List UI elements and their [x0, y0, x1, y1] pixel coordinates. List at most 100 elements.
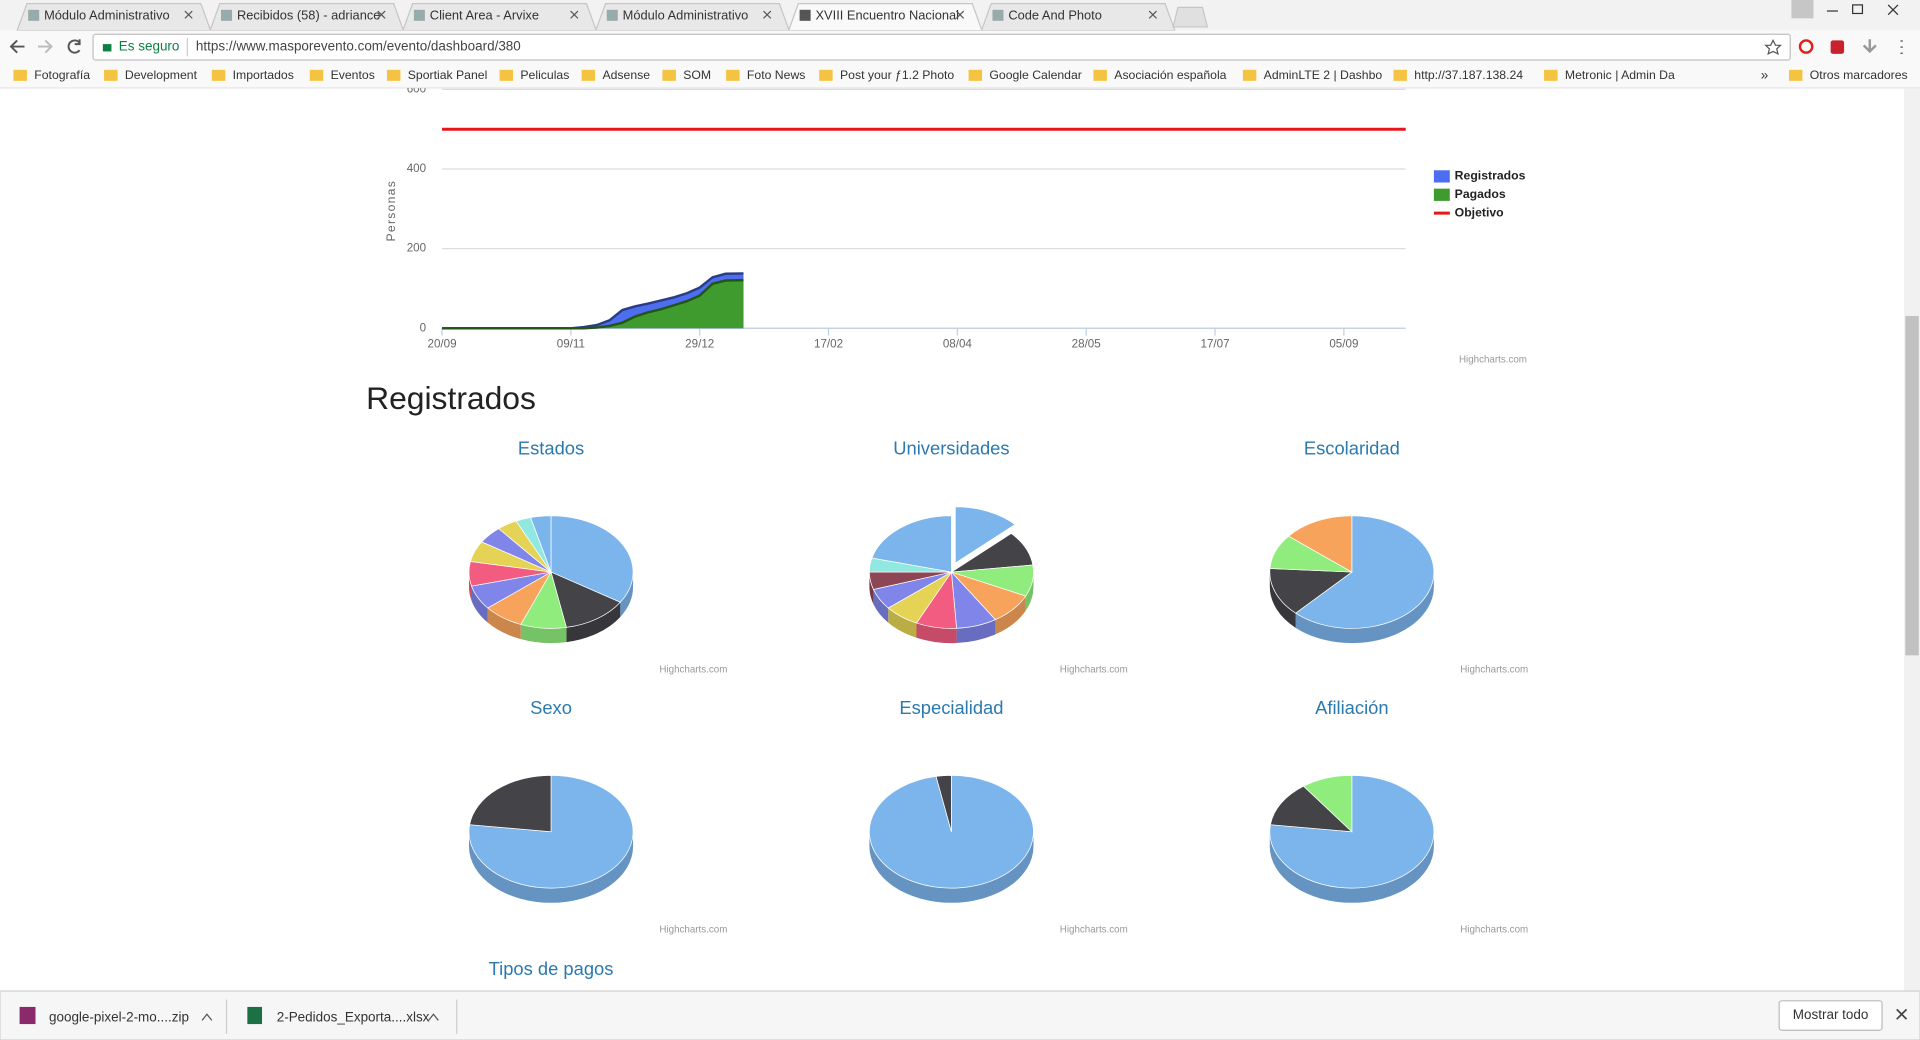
bookmark[interactable]: Importados — [233, 68, 294, 82]
back-button[interactable] — [9, 39, 25, 54]
pie-side — [471, 586, 488, 623]
legend-label[interactable]: Registrados — [1455, 169, 1526, 183]
show-all-label[interactable]: Mostrar todo — [1793, 1007, 1869, 1022]
bookmark[interactable]: Asociación española — [1114, 68, 1226, 82]
bookmark[interactable]: Adsense — [602, 68, 650, 82]
pie-side — [869, 831, 1034, 903]
bookmark-icon — [13, 69, 27, 81]
legend-symbol[interactable] — [1433, 170, 1450, 183]
tab-close[interactable] — [570, 10, 579, 19]
tab-close[interactable] — [377, 10, 386, 19]
bookmark[interactable]: http://37.187.138.24 — [1414, 68, 1523, 82]
close-download-bar[interactable] — [1896, 1008, 1908, 1020]
close-window[interactable] — [1887, 4, 1899, 16]
x-tick-label: 05/09 — [1329, 337, 1358, 350]
pie-side — [916, 623, 957, 644]
tab-title[interactable]: XVIII Encuentro Nacional — [816, 7, 959, 22]
bookmark[interactable]: AdminLTE 2 | Dashbo — [1264, 68, 1383, 82]
bookmark[interactable]: Google Calendar — [989, 68, 1081, 82]
chart-title: Universidades — [893, 437, 1009, 458]
pie-side — [956, 619, 996, 643]
bookmark[interactable]: Fotografía — [34, 68, 90, 82]
profile-button[interactable] — [1791, 0, 1814, 19]
tab-title[interactable]: Code And Photo — [1008, 7, 1102, 22]
tab-title[interactable]: Client Area - Arvixe — [430, 7, 539, 22]
y-tick-label: 400 — [407, 162, 427, 175]
download-menu[interactable] — [201, 1013, 213, 1021]
tab-close[interactable] — [184, 10, 193, 19]
bookmark-star[interactable] — [1764, 39, 1782, 56]
pie-side — [487, 607, 521, 640]
pie-slice[interactable] — [1287, 515, 1353, 573]
pie-slice[interactable] — [530, 515, 552, 573]
y-tick-label: 200 — [407, 242, 427, 255]
download-bar — [0, 990, 1920, 1040]
pie-side — [995, 596, 1026, 635]
tab-favicon — [799, 9, 811, 21]
other-bookmarks[interactable]: Otros marcadores — [1810, 68, 1908, 82]
new-tab-button[interactable] — [1172, 6, 1209, 28]
pie-slice[interactable] — [954, 506, 1016, 564]
pie-slice[interactable] — [871, 515, 952, 573]
security-label: Es seguro — [119, 39, 180, 54]
extension-download[interactable] — [1862, 39, 1877, 54]
pie-slice[interactable] — [1269, 568, 1353, 614]
legend-symbol[interactable] — [1433, 188, 1450, 201]
forward-button[interactable] — [37, 39, 53, 54]
omnibox[interactable] — [92, 33, 1791, 61]
scrollbar-thumb[interactable] — [1905, 316, 1919, 656]
tab-title[interactable]: Módulo Administrativo — [623, 7, 749, 22]
chart-credit: Highcharts.com — [659, 665, 727, 676]
content: Registrados Tipos de pagos 0 200 400 600 20/… — [0, 88, 1905, 992]
pie-slice[interactable] — [1302, 775, 1353, 833]
x-tick-label: 17/07 — [1200, 337, 1229, 350]
bookmark[interactable]: Development — [125, 68, 198, 82]
bookmark[interactable]: Metronic | Admin Da — [1565, 68, 1675, 82]
tab-title[interactable]: Recibidos (58) - adriance — [237, 7, 380, 22]
restore[interactable] — [1852, 4, 1864, 15]
extension-shield[interactable] — [1830, 40, 1845, 54]
file-icon — [247, 1006, 263, 1025]
bookmark-icon — [1242, 69, 1257, 81]
bookmark[interactable]: Peliculas — [520, 68, 569, 82]
download-file[interactable]: google-pixel-2-mo....zip — [49, 1010, 189, 1025]
download-file[interactable]: 2-Pedidos_Exporta....xlsx — [277, 1010, 430, 1025]
download-menu[interactable] — [428, 1013, 439, 1021]
bookmark[interactable]: Eventos — [331, 68, 375, 82]
show-all-button[interactable] — [1778, 1000, 1883, 1031]
chart-credit: Highcharts.com — [1460, 924, 1528, 935]
reload-button[interactable] — [67, 39, 81, 54]
legend-label[interactable]: Objetivo — [1455, 205, 1504, 219]
pie-side — [520, 624, 567, 644]
tab-favicon — [221, 9, 233, 21]
bookmark[interactable]: Post your ƒ1.2 Photo — [840, 68, 954, 82]
tab-title[interactable]: Módulo Administrativo — [44, 7, 170, 22]
bookmark-icon — [819, 69, 833, 81]
bookmarks-more[interactable]: » — [1761, 68, 1768, 83]
url[interactable]: https://www.masporevento.com/evento/dash… — [196, 39, 521, 54]
bookmark[interactable]: Sportiak Panel — [408, 68, 488, 82]
bookmark[interactable]: Foto News — [747, 68, 805, 82]
chart-credit: Highcharts.com — [1060, 924, 1128, 935]
tab-favicon — [992, 9, 1004, 21]
pie-slice[interactable] — [935, 775, 952, 832]
bookmark-icon — [968, 69, 983, 81]
area-fill — [442, 280, 744, 329]
pie-slice[interactable] — [469, 775, 552, 833]
pie-slice[interactable] — [1270, 785, 1353, 833]
tab-close[interactable] — [1148, 10, 1157, 19]
pie-slice[interactable] — [1295, 515, 1435, 629]
bookmark-icon — [1093, 69, 1107, 81]
tab-close[interactable] — [763, 10, 772, 19]
chart-title: Estados — [518, 437, 584, 458]
legend-label[interactable]: Pagados — [1455, 187, 1506, 201]
bookmark[interactable]: SOM — [683, 68, 711, 82]
x-tick-label: 17/02 — [814, 337, 843, 350]
extension-opera[interactable] — [1798, 39, 1814, 54]
pie-side — [1269, 572, 1296, 628]
tab-close[interactable] — [955, 10, 965, 19]
pie-slice[interactable] — [550, 571, 621, 628]
chart-credit: Highcharts.com — [1460, 665, 1528, 676]
